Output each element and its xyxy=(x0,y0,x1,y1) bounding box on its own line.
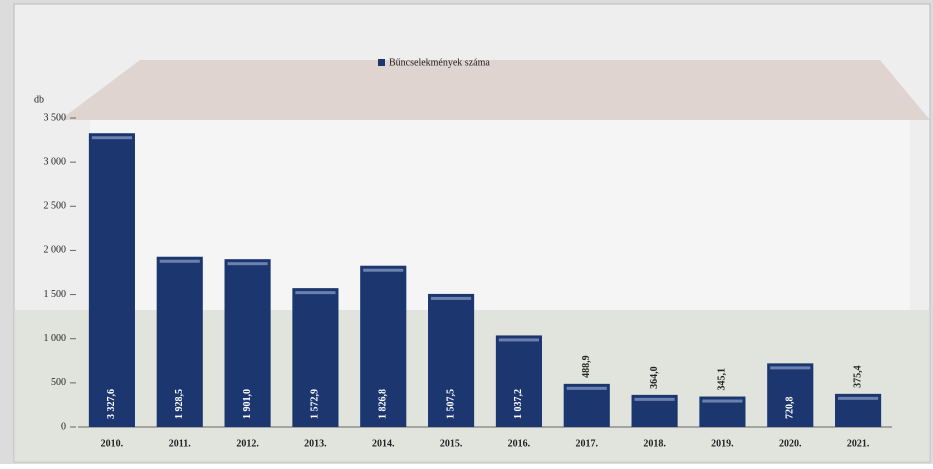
bar xyxy=(360,265,407,427)
data-label: 1 037,2 xyxy=(513,389,524,419)
data-label: 375,4 xyxy=(852,365,863,388)
data-label: 720,8 xyxy=(785,397,796,420)
house xyxy=(90,120,910,310)
data-label: 3 327,6 xyxy=(106,389,117,419)
x-tick-label: 2013. xyxy=(304,438,327,449)
y-axis-label: db xyxy=(34,94,44,105)
bar xyxy=(88,133,135,427)
x-tick-label: 2011. xyxy=(169,438,191,449)
bar-highlight xyxy=(431,296,472,300)
data-label: 364,0 xyxy=(649,366,660,389)
data-label: 1 901,0 xyxy=(242,389,253,419)
bar xyxy=(428,293,475,427)
y-tick-label: 1 000 xyxy=(44,333,67,344)
bar-highlight xyxy=(702,399,743,403)
y-tick-label: 2 500 xyxy=(44,201,67,212)
x-tick-label: 2014. xyxy=(372,438,395,449)
bar xyxy=(224,259,271,427)
data-label: 345,1 xyxy=(717,368,728,391)
x-tick-label: 2010. xyxy=(101,438,124,449)
bar xyxy=(563,383,610,427)
y-tick-label: 0 xyxy=(61,421,66,432)
bar xyxy=(767,363,814,427)
bar-highlight xyxy=(634,397,675,401)
bar-highlight xyxy=(363,268,404,272)
bar-highlight xyxy=(91,136,132,140)
legend-swatch xyxy=(378,59,385,66)
y-tick-label: 3 000 xyxy=(44,156,67,167)
y-tick-label: 3 500 xyxy=(44,112,67,123)
x-tick-label: 2015. xyxy=(440,438,463,449)
x-tick-label: 2012. xyxy=(236,438,259,449)
bar-highlight xyxy=(227,262,268,266)
y-tick-label: 1 500 xyxy=(44,289,67,300)
x-tick-label: 2018. xyxy=(643,438,666,449)
x-tick-label: 2019. xyxy=(711,438,734,449)
bar-highlight xyxy=(770,366,811,370)
bar-highlight xyxy=(498,338,539,342)
bar-highlight xyxy=(159,259,200,263)
bar xyxy=(495,335,542,427)
y-tick-label: 2 000 xyxy=(44,245,67,256)
bar xyxy=(292,288,339,427)
x-tick-label: 2017. xyxy=(576,438,599,449)
x-tick-label: 2021. xyxy=(847,438,870,449)
bar xyxy=(156,256,203,427)
x-tick-label: 2020. xyxy=(779,438,802,449)
data-label: 1 928,5 xyxy=(174,389,185,419)
bar-highlight xyxy=(566,386,607,390)
data-label: 1 572,9 xyxy=(310,389,321,419)
bar-highlight xyxy=(838,396,879,400)
data-label: 1 507,5 xyxy=(445,389,456,419)
y-tick-label: 500 xyxy=(51,377,66,388)
data-label: 488,9 xyxy=(581,355,592,378)
legend-label: Bűncselekmények száma xyxy=(389,57,490,68)
bar-highlight xyxy=(295,291,336,295)
roof xyxy=(60,60,930,120)
x-tick-label: 2016. xyxy=(508,438,531,449)
data-label: 1 826,8 xyxy=(378,389,389,419)
